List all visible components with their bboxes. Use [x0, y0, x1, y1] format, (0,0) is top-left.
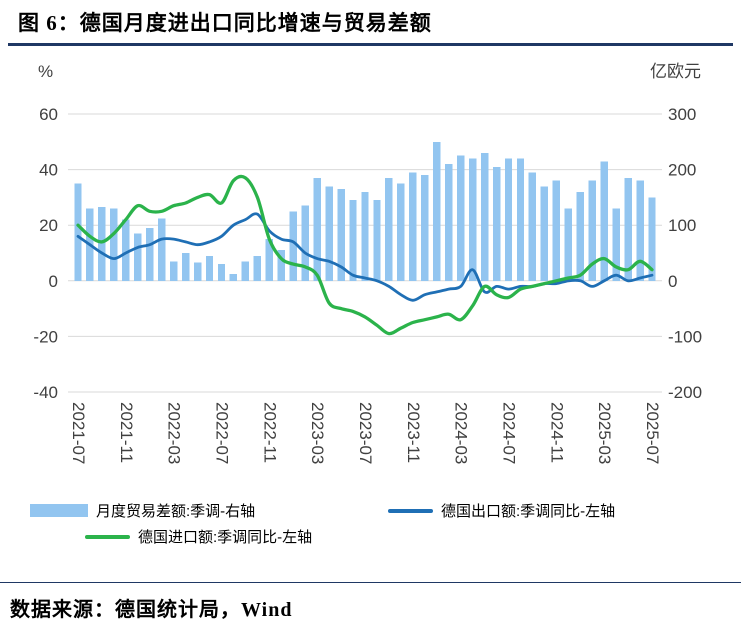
trade-balance-bar: [181, 252, 190, 281]
y-axis-label-right: -100: [668, 327, 702, 346]
trade-balance-bar: [480, 152, 489, 281]
legend-item-export: 德国出口额:季调同比-左轴: [388, 500, 615, 521]
trade-balance-bar: [146, 227, 154, 281]
trade-balance-bar: [313, 177, 321, 281]
title-divider: [8, 43, 733, 46]
trade-balance-bar: [361, 191, 369, 281]
legend-row-2: 德国进口额:季调同比-左轴: [0, 524, 741, 550]
trade-balance-bar: [337, 188, 345, 281]
trade-balance-bar: [122, 219, 130, 281]
trade-balance-bar: [576, 191, 584, 281]
trade-balance-bar: [170, 260, 178, 281]
footer-divider: [0, 581, 741, 583]
x-axis-label: 2021-11: [117, 402, 136, 463]
trade-balance-bar: [325, 185, 333, 281]
chart-canvas: 60 300 40 200 20 100 0 0 -20 -100 -40 -200 2021-07 20…: [33, 105, 702, 464]
import-line: [76, 174, 654, 335]
left-axis-unit-label: %: [38, 61, 54, 81]
legend-item-import: 德国进口额:季调同比-左轴: [85, 526, 312, 547]
y-axis-label-left: 0: [49, 271, 58, 290]
trade-balance-bar: [289, 210, 297, 281]
legend-label-export: 德国出口额:季调同比-左轴: [441, 503, 616, 520]
trade-balance-bar: [492, 166, 501, 281]
y-axis-label-right: 100: [668, 216, 696, 235]
trade-balance-bar: [74, 183, 82, 281]
trade-balance-bar: [540, 185, 549, 281]
trade-balance-bar: [516, 158, 525, 281]
page-title: 图 6：德国月度进出口同比增速与贸易差额: [18, 11, 432, 35]
trade-balance-bar: [421, 174, 429, 281]
x-axis-label: 2025-03: [595, 402, 614, 464]
trade-balance-bar: [624, 177, 632, 281]
trade-balance-bar: [600, 160, 608, 281]
x-axis-label: 2024-03: [452, 402, 471, 464]
trade-balance-bar: [98, 206, 106, 281]
y-axis-label-left: -40: [33, 383, 58, 402]
x-axis-label: 2022-03: [165, 402, 184, 464]
trade-balance-bar: [445, 163, 453, 281]
trade-balance-bar: [265, 238, 273, 281]
x-axis-label: 2023-07: [356, 402, 375, 464]
trade-balance-bar: [277, 249, 285, 281]
trade-balance-bar: [636, 180, 644, 281]
x-axis-label: 2023-11: [404, 402, 423, 463]
trade-balance-bar: [373, 199, 381, 281]
trade-balance-bar: [468, 158, 477, 281]
legend-item-trade-balance: 月度贸易差额:季调-右轴: [30, 500, 388, 521]
trade-balance-bar: [409, 171, 417, 281]
trade-balance-bar: [528, 171, 537, 281]
y-axis-label-left: 20: [39, 216, 58, 235]
trade-balance-bar: [612, 208, 620, 281]
trade-balance-bar: [193, 262, 202, 281]
trade-balance-bar: [158, 218, 166, 281]
trade-balance-bar: [588, 180, 596, 281]
axis-units-row: % 亿欧元: [0, 46, 741, 82]
trade-balance-bar: [134, 233, 142, 281]
export-line: [76, 211, 654, 302]
import-line-swatch: [85, 534, 130, 539]
trade-balance-bar: [457, 155, 465, 281]
trade-balance-bar: [253, 255, 262, 281]
right-axis-unit-label: 亿欧元: [650, 61, 701, 81]
y-axis-label-left: 40: [39, 160, 58, 179]
trade-balance-bar: [397, 183, 405, 281]
legend-label-import: 德国进口额:季调同比-左轴: [138, 529, 313, 546]
trade-balance-bar: [648, 196, 656, 281]
y-axis-label-left: -20: [33, 327, 58, 346]
x-axis-label: 2024-07: [500, 402, 519, 464]
trade-balance-bar: [229, 273, 238, 281]
trade-balance-bar: [217, 263, 226, 281]
trade-balance-bar: [110, 208, 118, 281]
x-axis-label: 2021-07: [69, 402, 88, 464]
legend-label-trade-balance: 月度贸易差额:季调-右轴: [96, 503, 256, 520]
legend: 月度贸易差额:季调-右轴 德国出口额:季调同比-左轴 德国进口额:季调同比-左轴: [0, 498, 741, 550]
data-source-note: 数据来源：德国统计局，Wind: [10, 599, 293, 621]
x-axis-label: 2022-11: [260, 402, 279, 463]
trade-balance-bar: [504, 158, 513, 281]
trade-balance-bar: [564, 208, 572, 281]
x-axis-label: 2025-07: [643, 402, 662, 464]
trade-balance-bar: [385, 177, 393, 281]
export-line-swatch: [388, 508, 433, 513]
trade-balance-bar: [552, 180, 560, 281]
legend-row-1: 月度贸易差额:季调-右轴 德国出口额:季调同比-左轴: [0, 498, 741, 524]
y-axis-label-right: 0: [668, 271, 677, 290]
y-axis-label-right: 200: [668, 160, 696, 179]
trade-balance-bar: [241, 260, 250, 281]
trade-balance-bar: [349, 199, 357, 281]
trade-balance-bar: [433, 141, 441, 281]
x-axis-label: 2023-03: [308, 402, 327, 464]
x-axis-label: 2022-07: [213, 402, 232, 464]
trade-balance-bar: [205, 255, 214, 281]
y-axis-label-left: 60: [39, 105, 58, 124]
y-axis-label-right: -200: [668, 383, 702, 402]
y-axis-label-right: 300: [668, 105, 696, 124]
trade-balance-bar-swatch: [30, 504, 88, 517]
trade-balance-bar: [301, 205, 309, 281]
x-axis-label: 2024-11: [547, 402, 566, 463]
